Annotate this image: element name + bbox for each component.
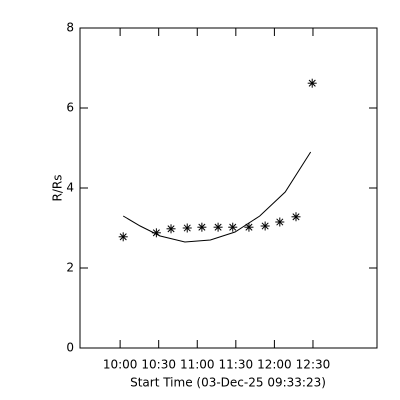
- marker-stroke: [229, 223, 237, 231]
- x-tick-label: 11:30: [219, 358, 254, 372]
- asterisk-marker: [260, 221, 270, 231]
- asterisk-marker: [275, 217, 285, 227]
- marker-stroke: [198, 223, 206, 231]
- y-tick-label: 2: [66, 261, 74, 275]
- asterisk-marker: [244, 222, 254, 232]
- marker-stroke: [261, 222, 269, 230]
- asterisk-marker: [166, 224, 176, 234]
- asterisk-marker: [213, 222, 223, 232]
- fit-line: [122, 151, 312, 243]
- asterisk-marker: [118, 232, 128, 242]
- x-tick-label: 12:30: [296, 358, 331, 372]
- x-axis-label: Start Time (03-Dec-25 09:33:23): [130, 376, 326, 390]
- marker-stroke: [245, 223, 253, 231]
- x-tick-label: 10:00: [103, 358, 138, 372]
- marker-stroke: [119, 233, 127, 241]
- marker-stroke: [308, 79, 316, 87]
- marker-stroke: [167, 225, 175, 233]
- x-tick-label: 11:00: [180, 358, 215, 372]
- marker-stroke: [276, 218, 284, 226]
- x-tick-label: 12:00: [257, 358, 292, 372]
- marker-stroke: [214, 223, 222, 231]
- asterisk-marker: [228, 222, 238, 232]
- y-tick-label: 0: [66, 341, 74, 355]
- marker-stroke: [183, 224, 191, 232]
- asterisk-marker: [307, 78, 317, 88]
- y-axis-label: R/Rs: [51, 175, 65, 202]
- marker-stroke: [152, 229, 160, 237]
- plot-frame: [79, 27, 378, 349]
- y-tick-label: 4: [66, 181, 74, 195]
- y-tick-label: 8: [66, 21, 74, 35]
- marker-stroke: [292, 213, 300, 221]
- asterisk-marker: [197, 222, 207, 232]
- y-tick-label: 6: [66, 101, 74, 115]
- asterisk-marker: [182, 223, 192, 233]
- x-tick-label: 10:30: [141, 358, 176, 372]
- asterisk-marker: [291, 212, 301, 222]
